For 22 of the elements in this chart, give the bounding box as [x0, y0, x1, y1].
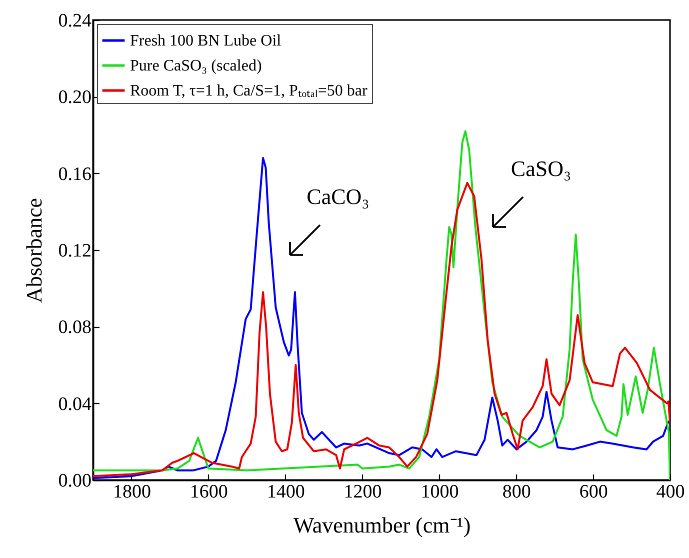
legend-label: Pure CaSO₃ (scaled) — [130, 58, 262, 74]
y-tick-label: 0.24 — [58, 10, 92, 32]
y-tick-label: 0.12 — [58, 240, 92, 262]
y-tick-label: 0.00 — [58, 470, 92, 492]
annotation: CaSO₃ — [510, 156, 572, 181]
legend-label: Room T, τ=1 h, Ca/S=1, Pₜₒₜₐₗ=50 bar — [130, 82, 368, 100]
y-axis-title: Absorbance — [21, 198, 46, 304]
x-axis-title: Wavenumber (cm⁻¹) — [293, 512, 471, 538]
x-tick-label: 1600 — [190, 482, 228, 502]
y-tick-label: 0.08 — [58, 317, 92, 338]
x-tick-label: 1400 — [266, 482, 305, 502]
y-tick-label: 0.20 — [58, 87, 92, 108]
x-tick-label: 800 — [502, 482, 531, 502]
y-tick-label: 0.16 — [58, 164, 92, 185]
x-tick-label: 1800 — [112, 482, 151, 502]
legend-label: Fresh 100 BN Lube Oil — [130, 32, 282, 50]
x-tick-label: 1200 — [344, 482, 382, 502]
x-tick-label: 400 — [656, 482, 685, 502]
x-tick-label: 600 — [579, 482, 608, 502]
y-tick-label: 0.04 — [58, 394, 92, 415]
annotation: CaCO₃ — [306, 184, 370, 209]
x-tick-label: 1000 — [420, 482, 459, 502]
